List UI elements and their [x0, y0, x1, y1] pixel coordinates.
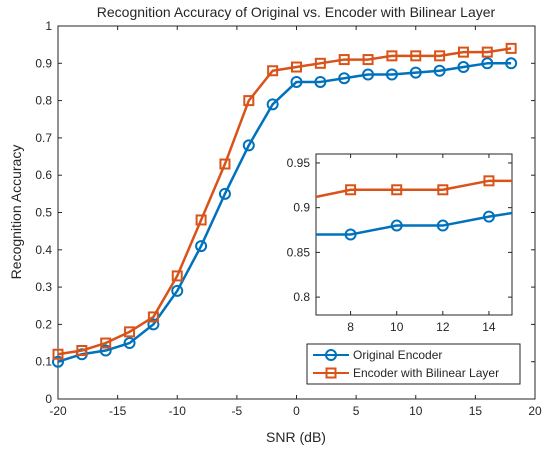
- main-y-tick-label: 0: [45, 392, 52, 406]
- main-series-0-point-6: [195, 240, 208, 253]
- main-x-tick-label: 20: [528, 404, 542, 418]
- main-series-1-point-4: [147, 311, 159, 323]
- main-series-0-point-9: [266, 98, 279, 111]
- inset-x-tick-label: 14: [482, 320, 496, 334]
- y-axis-label: Recognition Accuracy: [8, 145, 24, 280]
- inset-y-tick-label: 0.9: [293, 201, 310, 215]
- main-y-tick-label: 0.6: [35, 168, 52, 182]
- main-series-1-point-18: [481, 46, 493, 58]
- main-series-1-point-2: [100, 337, 112, 349]
- legend-label-bilinear: Encoder with Bilinear Layer: [353, 366, 499, 380]
- main-series-0-point-13: [362, 68, 375, 81]
- main-x-tick-label: 0: [293, 404, 300, 418]
- inset-series-0-line: [316, 211, 512, 236]
- legend-marker-bilinear: [325, 367, 337, 379]
- main-y-tick-label: 1: [45, 19, 52, 33]
- main-series-0-point-15: [409, 66, 422, 79]
- main-series-0-point-8: [242, 139, 255, 152]
- main-series-1-point-8: [243, 95, 255, 107]
- main-series-1-point-12: [338, 54, 350, 66]
- inset-plot-area: 8 10 12 14 0.8 0.85 0.9 0.95: [287, 153, 513, 334]
- inset-y-tick-label: 0.95: [287, 156, 311, 170]
- main-x-tick-label: 15: [469, 404, 483, 418]
- legend-label-original: Original Encoder: [353, 348, 442, 362]
- main-series-1-point-5: [171, 270, 183, 282]
- main-x-tick-label: -20: [49, 404, 67, 418]
- main-series-0-point-0: [52, 355, 64, 368]
- main-series-1-point-3: [124, 326, 136, 338]
- main-series-0-point-14: [385, 68, 398, 81]
- main-y-tick-label: 0.2: [35, 317, 52, 331]
- x-axis-label: SNR (dB): [266, 429, 326, 445]
- main-series-0-point-2: [99, 344, 112, 357]
- inset-series-0-point-4: [482, 210, 495, 223]
- main-y-ticks: 0 0.1 0.2 0.3 0.4 0.5 0.6 0.7 0.8 0.9 1: [35, 19, 535, 406]
- inset-series-1-point-1: [345, 184, 357, 196]
- main-series-1-point-1: [76, 345, 88, 357]
- main-series-1-point-19: [505, 42, 517, 54]
- main-series-0-point-17: [457, 61, 470, 74]
- inset-x-ticks: 8 10 12 14: [347, 154, 496, 334]
- main-series-0-point-11: [314, 75, 327, 88]
- main-series-0-point-18: [481, 57, 494, 70]
- inset-y-ticks: 0.8 0.85 0.9 0.95: [287, 156, 512, 304]
- inset-series-1-point-3: [437, 184, 449, 196]
- main-series-group: [52, 42, 518, 368]
- inset-series-1-point-2: [391, 184, 403, 196]
- main-plot-area: -20 -15 -10 -5 0 5 10 15 20 00.10.20.30.40.50.60…: [35, 19, 542, 418]
- main-series-1-point-11: [314, 57, 326, 69]
- main-y-tick-label: 0.8: [35, 94, 52, 108]
- main-x-tick-label: -10: [169, 404, 187, 418]
- main-series-0-line: [57, 62, 512, 363]
- main-series-0-point-12: [338, 72, 351, 85]
- main-series-1-point-15: [410, 50, 422, 62]
- main-x-tick-label: 10: [409, 404, 423, 418]
- main-series-0-point-7: [218, 187, 231, 200]
- main-series-1-point-0: [52, 348, 64, 360]
- main-y-tick-label: 0.3: [35, 280, 52, 294]
- main-series-0-point-3: [123, 337, 136, 350]
- main-x-tick-label: -5: [232, 404, 243, 418]
- main-series-1-point-6: [195, 214, 207, 226]
- inset-series-1-point-4: [483, 175, 495, 187]
- main-series-1-point-13: [362, 54, 374, 66]
- main-series-0-point-10: [290, 75, 303, 88]
- inset-x-tick-label: 10: [390, 320, 404, 334]
- inset-series-0-point-1: [344, 228, 357, 241]
- main-series-1-point-10: [291, 61, 302, 73]
- main-y-tick-label: 0.5: [35, 206, 52, 220]
- main-series-0-point-19: [505, 57, 518, 70]
- main-x-tick-label: -15: [109, 404, 127, 418]
- legend-box: [306, 343, 521, 385]
- main-series-1-point-7: [219, 158, 231, 170]
- main-y-tick-label: 0.7: [35, 131, 52, 145]
- main-y-tick-label: 0.4: [35, 243, 52, 257]
- main-x-tick-label: 5: [353, 404, 360, 418]
- inset-series-0-point-2: [390, 219, 403, 232]
- main-series-1-point-14: [386, 50, 398, 62]
- main-series-1-point-17: [457, 46, 469, 58]
- legend-marker-original: [325, 349, 337, 361]
- main-series-0-point-16: [433, 64, 446, 77]
- main-series-0-point-5: [171, 284, 184, 297]
- inset-series-group: [316, 175, 512, 241]
- main-x-ticks: -20 -15 -10 -5 0 5 10 15 20: [49, 26, 542, 418]
- main-series-1-point-9: [267, 65, 279, 77]
- main-series-1-point-16: [434, 50, 446, 62]
- inset-series-0-point-3: [436, 219, 449, 232]
- chart-title: Recognition Accuracy of Original vs. Enc…: [97, 4, 496, 20]
- main-y-tick-label: 0.1: [35, 355, 52, 369]
- inset-y-tick-label: 0.8: [293, 290, 310, 304]
- main-y-tick-label: 0.9: [35, 56, 52, 70]
- inset-x-tick-label: 8: [347, 320, 354, 334]
- inset-y-tick-label: 0.85: [287, 245, 311, 259]
- inset-x-tick-label: 12: [436, 320, 450, 334]
- legend: Original Encoder Encoder with Bilinear L…: [306, 343, 521, 385]
- main-series-0-point-4: [147, 318, 160, 331]
